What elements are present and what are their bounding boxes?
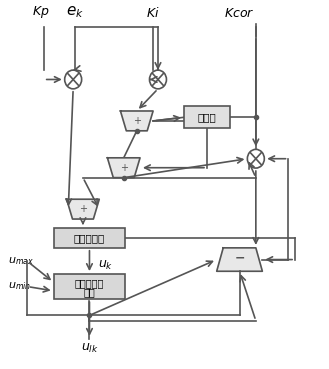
- FancyBboxPatch shape: [54, 274, 125, 299]
- Text: $u_{max}$: $u_{max}$: [8, 255, 34, 267]
- Text: +: +: [79, 204, 87, 214]
- Text: $Kcor$: $Kcor$: [224, 7, 255, 20]
- Text: $Kp$: $Kp$: [32, 4, 49, 20]
- Text: $u_{min}$: $u_{min}$: [8, 281, 31, 293]
- Text: $u_{lk}$: $u_{lk}$: [81, 342, 98, 355]
- FancyBboxPatch shape: [54, 228, 125, 248]
- Text: 制器: 制器: [84, 287, 95, 297]
- Text: 输出缓冲器: 输出缓冲器: [74, 233, 105, 243]
- Polygon shape: [107, 158, 140, 177]
- Text: 输出饱和限: 输出饱和限: [75, 278, 104, 288]
- Text: +: +: [120, 163, 128, 173]
- Text: −: −: [234, 251, 245, 264]
- Polygon shape: [120, 111, 153, 131]
- Text: 寄存器: 寄存器: [197, 112, 216, 122]
- FancyBboxPatch shape: [184, 107, 230, 128]
- Text: $e_k$: $e_k$: [66, 4, 84, 20]
- Polygon shape: [217, 248, 262, 271]
- Text: +: +: [133, 116, 141, 126]
- Polygon shape: [67, 199, 99, 219]
- Text: $Ki$: $Ki$: [146, 6, 160, 20]
- Text: $u_k$: $u_k$: [98, 259, 114, 272]
